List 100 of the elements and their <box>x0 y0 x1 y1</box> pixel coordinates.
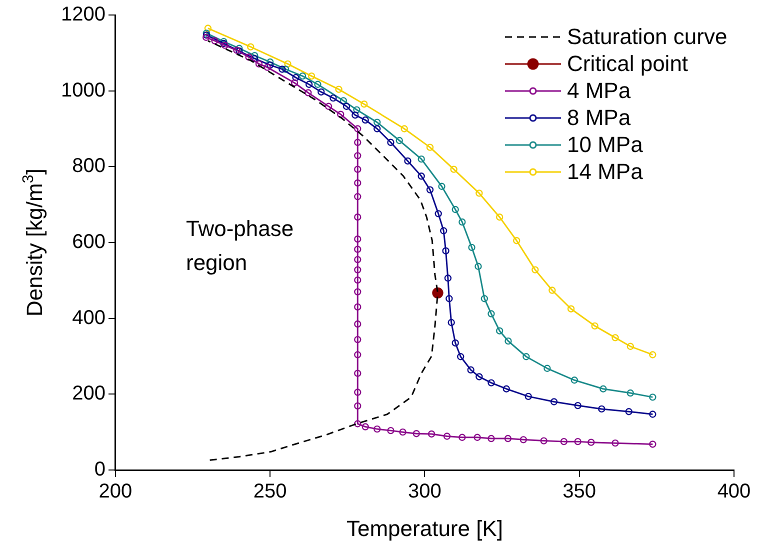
y-tick-label: 0 <box>94 458 106 481</box>
y-tick-label: 1000 <box>60 79 106 102</box>
legend-label: 14 MPa <box>567 159 644 184</box>
point <box>400 125 408 132</box>
point <box>247 43 254 50</box>
point <box>266 61 274 69</box>
point <box>452 339 459 347</box>
point <box>649 351 656 358</box>
point <box>354 138 362 146</box>
point <box>649 440 656 448</box>
point <box>255 60 263 68</box>
point <box>522 353 530 360</box>
y-tick-label: 400 <box>72 306 106 329</box>
annotation: Two-phase region <box>186 216 294 275</box>
point <box>292 74 300 82</box>
point <box>204 24 212 32</box>
point <box>324 102 332 110</box>
point <box>458 434 466 441</box>
point <box>387 426 394 434</box>
point <box>342 102 350 110</box>
x-tick-label: 350 <box>562 480 596 503</box>
point <box>282 66 290 73</box>
point <box>233 46 240 54</box>
point <box>354 256 362 264</box>
point <box>298 72 306 80</box>
x-tick-label: 200 <box>98 480 132 503</box>
point <box>211 37 218 44</box>
x-tick-label: 300 <box>408 480 442 503</box>
point <box>354 336 362 344</box>
point <box>387 138 394 146</box>
point <box>266 58 274 66</box>
point <box>496 213 504 221</box>
x-axis-title: Temperature [K] <box>346 516 504 541</box>
point <box>360 100 368 108</box>
point <box>354 166 362 173</box>
point <box>649 394 656 401</box>
point <box>588 438 595 446</box>
point <box>264 64 271 71</box>
point <box>354 388 362 396</box>
point <box>305 80 313 88</box>
legend-label: Critical point <box>567 51 688 76</box>
legend-label: 8 MPa <box>567 105 632 130</box>
point <box>354 179 362 187</box>
point <box>502 385 510 392</box>
point <box>354 420 362 428</box>
point <box>442 247 450 254</box>
point <box>354 370 362 377</box>
point <box>404 157 412 165</box>
y-tick-label: 1200 <box>60 4 106 26</box>
point <box>488 434 495 442</box>
point <box>476 190 483 197</box>
point <box>352 112 359 119</box>
point <box>354 213 362 221</box>
point <box>550 398 558 406</box>
point <box>574 402 582 410</box>
point <box>330 94 337 102</box>
point <box>354 266 362 274</box>
point <box>354 351 362 358</box>
point <box>480 295 488 302</box>
point <box>374 425 381 433</box>
point <box>488 379 495 386</box>
point <box>308 72 316 80</box>
point <box>354 276 362 284</box>
point <box>567 305 575 312</box>
point <box>354 303 362 311</box>
point <box>625 408 632 416</box>
point <box>520 436 527 444</box>
point <box>452 206 459 214</box>
point <box>284 60 292 68</box>
point <box>544 364 551 372</box>
point <box>290 79 298 86</box>
point <box>251 52 258 60</box>
point <box>438 182 446 190</box>
x-tick-label: 400 <box>717 480 751 503</box>
point <box>548 286 556 294</box>
point <box>600 385 607 392</box>
point <box>612 439 619 447</box>
point <box>236 47 243 55</box>
legend-label: Saturation curve <box>567 24 728 50</box>
point <box>374 118 381 126</box>
point <box>467 366 474 374</box>
point <box>354 246 362 253</box>
point <box>396 136 403 144</box>
legend-label: 10 MPa <box>567 132 644 158</box>
point <box>496 327 504 334</box>
point <box>354 320 362 328</box>
point <box>488 310 495 318</box>
x-tick-label: 250 <box>253 480 287 503</box>
point <box>532 266 539 274</box>
point <box>457 353 464 360</box>
point <box>354 152 362 160</box>
point <box>468 244 476 252</box>
y-tick-label: 800 <box>72 155 106 178</box>
point <box>418 155 425 163</box>
point <box>335 86 342 93</box>
point <box>354 125 362 132</box>
point <box>649 410 656 418</box>
point <box>412 430 420 438</box>
point <box>524 392 532 400</box>
point <box>278 66 286 73</box>
